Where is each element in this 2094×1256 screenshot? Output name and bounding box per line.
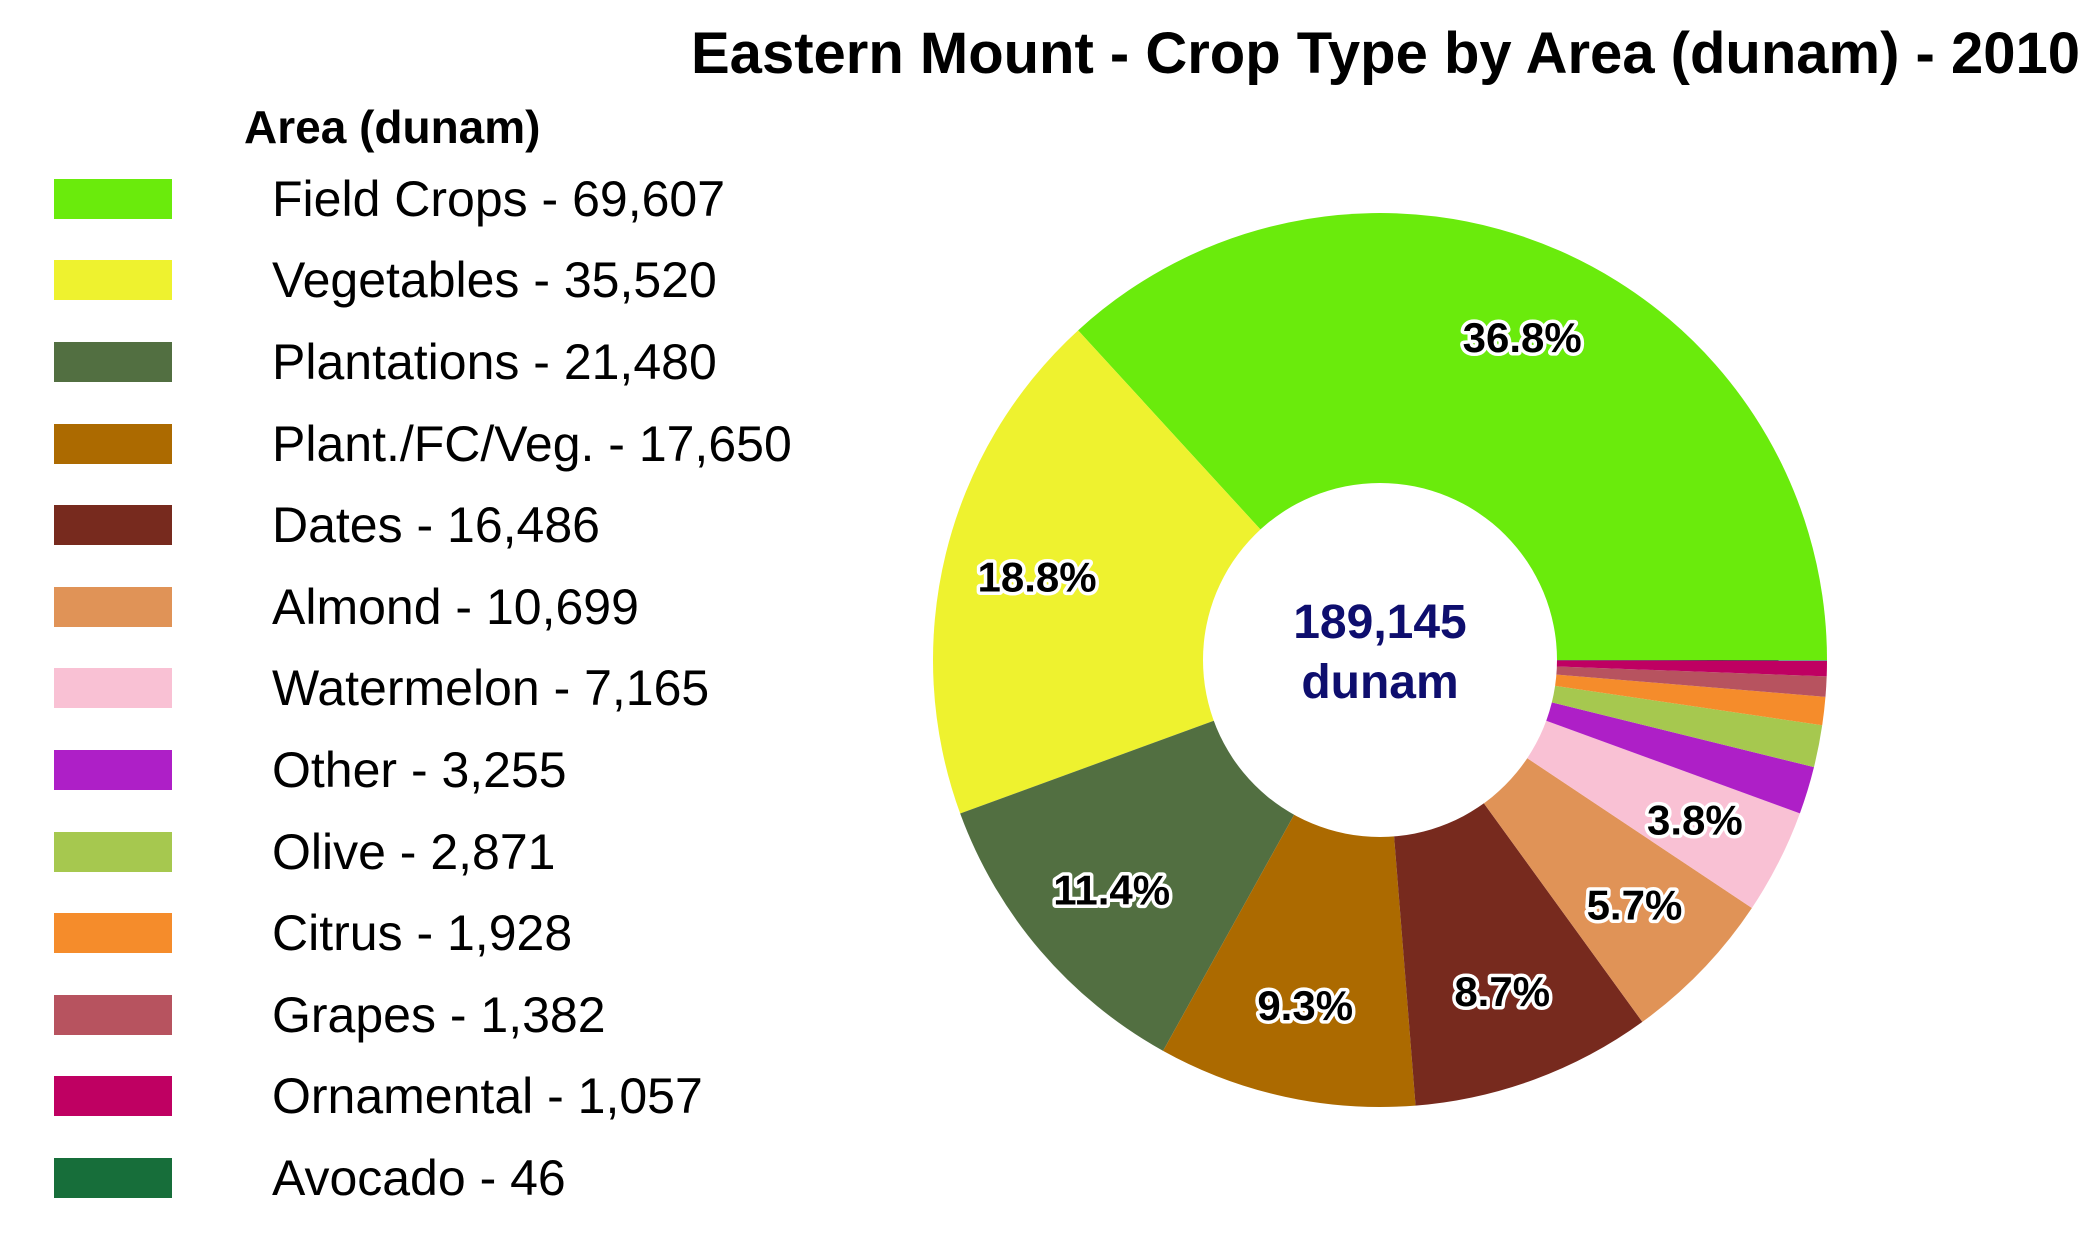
legend-swatch bbox=[54, 260, 172, 301]
legend-item-watermelon: Watermelon - 7,165 bbox=[54, 648, 814, 730]
legend-swatch bbox=[54, 1157, 172, 1198]
legend-item-almond: Almond - 10,699 bbox=[54, 566, 814, 648]
legend-item-field-crops: Field Crops - 69,607 bbox=[54, 158, 814, 240]
legend-swatch bbox=[54, 994, 172, 1035]
legend-swatch bbox=[54, 668, 172, 709]
legend-item-citrus: Citrus - 1,928 bbox=[54, 892, 814, 974]
legend-label: Plantations - 21,480 bbox=[272, 333, 717, 390]
legend-label: Olive - 2,871 bbox=[272, 823, 556, 880]
pie-slice-field-crops bbox=[1078, 213, 1827, 660]
legend-label: Vegetables - 35,520 bbox=[272, 252, 717, 309]
pie-label-watermelon: 3.8% bbox=[1647, 797, 1743, 844]
legend-swatch bbox=[54, 913, 172, 954]
chart-title: Eastern Mount - Crop Type by Area (dunam… bbox=[691, 21, 2080, 86]
legend-item-grapes: Grapes - 1,382 bbox=[54, 974, 814, 1056]
pie-label-vegetables: 18.8% bbox=[978, 553, 1097, 600]
legend-swatch bbox=[54, 505, 172, 546]
legend: Area (dunam) Field Crops - 69,607 Vegetab… bbox=[54, 96, 814, 1219]
legend-swatch bbox=[54, 749, 172, 790]
center-total-unit: dunam bbox=[1301, 656, 1458, 709]
legend-swatch bbox=[54, 586, 172, 627]
center-total-value: 189,145 bbox=[1293, 596, 1467, 649]
legend-item-dates: Dates - 16,486 bbox=[54, 484, 814, 566]
legend-items: Field Crops - 69,607 Vegetables - 35,520 P… bbox=[54, 158, 814, 1219]
legend-item-plant-fc-veg: Plant./FC/Veg. - 17,650 bbox=[54, 403, 814, 485]
legend-label: Avocado - 46 bbox=[272, 1149, 566, 1206]
legend-label: Plant./FC/Veg. - 17,650 bbox=[272, 415, 792, 472]
legend-swatch bbox=[54, 831, 172, 872]
pie-label-plantations: 11.4% bbox=[1053, 866, 1170, 913]
pie-label-field-crops: 36.8% bbox=[1463, 314, 1582, 361]
legend-label: Other - 3,255 bbox=[272, 741, 567, 798]
pie-label-dates: 8.7% bbox=[1454, 968, 1550, 1015]
pie-labels: 36.8% 18.8% 11.4% 9.3% 8.7% 5.7% 3.8% bbox=[974, 310, 1746, 1032]
legend-label: Grapes - 1,382 bbox=[272, 986, 606, 1043]
legend-item-avocado: Avocado - 46 bbox=[54, 1137, 814, 1219]
pie-slice-avocado bbox=[1380, 660, 1827, 661]
donut-hole bbox=[1203, 483, 1557, 837]
legend-label: Citrus - 1,928 bbox=[272, 905, 573, 962]
legend-swatch bbox=[54, 341, 172, 382]
legend-label: Ornamental - 1,057 bbox=[272, 1068, 703, 1125]
legend-label: Dates - 16,486 bbox=[272, 497, 600, 554]
legend-swatch bbox=[54, 1076, 172, 1117]
legend-title: Area (dunam) bbox=[244, 101, 541, 153]
legend-item-olive: Olive - 2,871 bbox=[54, 811, 814, 893]
legend-label: Almond - 10,699 bbox=[272, 578, 639, 635]
legend-label: Watermelon - 7,165 bbox=[272, 660, 710, 717]
legend-item-plantations: Plantations - 21,480 bbox=[54, 321, 814, 403]
legend-swatch bbox=[54, 178, 172, 219]
legend-item-ornamental: Ornamental - 1,057 bbox=[54, 1056, 814, 1138]
legend-item-vegetables: Vegetables - 35,520 bbox=[54, 240, 814, 322]
legend-label: Field Crops - 69,607 bbox=[272, 170, 726, 227]
pie-label-almond: 5.7% bbox=[1587, 882, 1683, 929]
pie-label-plant-fc-veg: 9.3% bbox=[1257, 982, 1353, 1029]
legend-item-other: Other - 3,255 bbox=[54, 729, 814, 811]
legend-swatch bbox=[54, 423, 172, 464]
